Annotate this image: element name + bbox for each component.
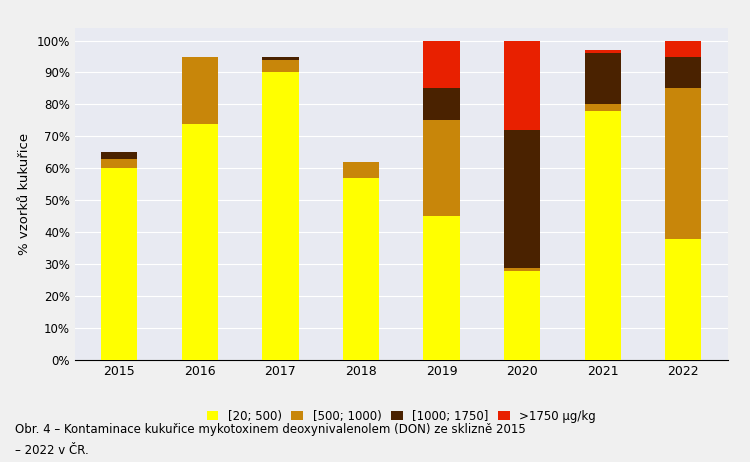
Bar	[182, 56, 218, 124]
Text: Obr. 4 – Kontaminace kukuřice mykotoxinem deoxynivalenolem (DON) ze sklizně 2015: Obr. 4 – Kontaminace kukuřice mykotoxine…	[15, 423, 526, 436]
Bar	[101, 152, 137, 159]
Bar	[584, 104, 621, 111]
Text: – 2022 v ČR.: – 2022 v ČR.	[15, 444, 88, 456]
Bar	[504, 271, 540, 360]
Bar	[424, 121, 460, 216]
Legend: [20; 500), [500; 1000), [1000; 1750], >1750 μg/kg: [20; 500), [500; 1000), [1000; 1750], >1…	[207, 409, 596, 423]
Bar	[665, 56, 701, 89]
Bar	[424, 41, 460, 89]
Bar	[665, 239, 701, 360]
Bar	[262, 60, 298, 73]
Bar	[584, 111, 621, 360]
Bar	[584, 50, 621, 53]
Bar	[182, 124, 218, 360]
Bar	[424, 216, 460, 360]
Bar	[262, 73, 298, 360]
Bar	[665, 89, 701, 239]
Bar	[504, 267, 540, 271]
Bar	[101, 169, 137, 360]
Bar	[424, 89, 460, 121]
Bar	[584, 53, 621, 104]
Bar	[101, 159, 137, 169]
Bar	[343, 162, 379, 178]
Bar	[504, 130, 540, 267]
Bar	[343, 178, 379, 360]
Bar	[665, 41, 701, 56]
Bar	[262, 56, 298, 60]
Y-axis label: % vzorků kukuřice: % vzorků kukuřice	[18, 133, 32, 255]
Bar	[504, 41, 540, 130]
